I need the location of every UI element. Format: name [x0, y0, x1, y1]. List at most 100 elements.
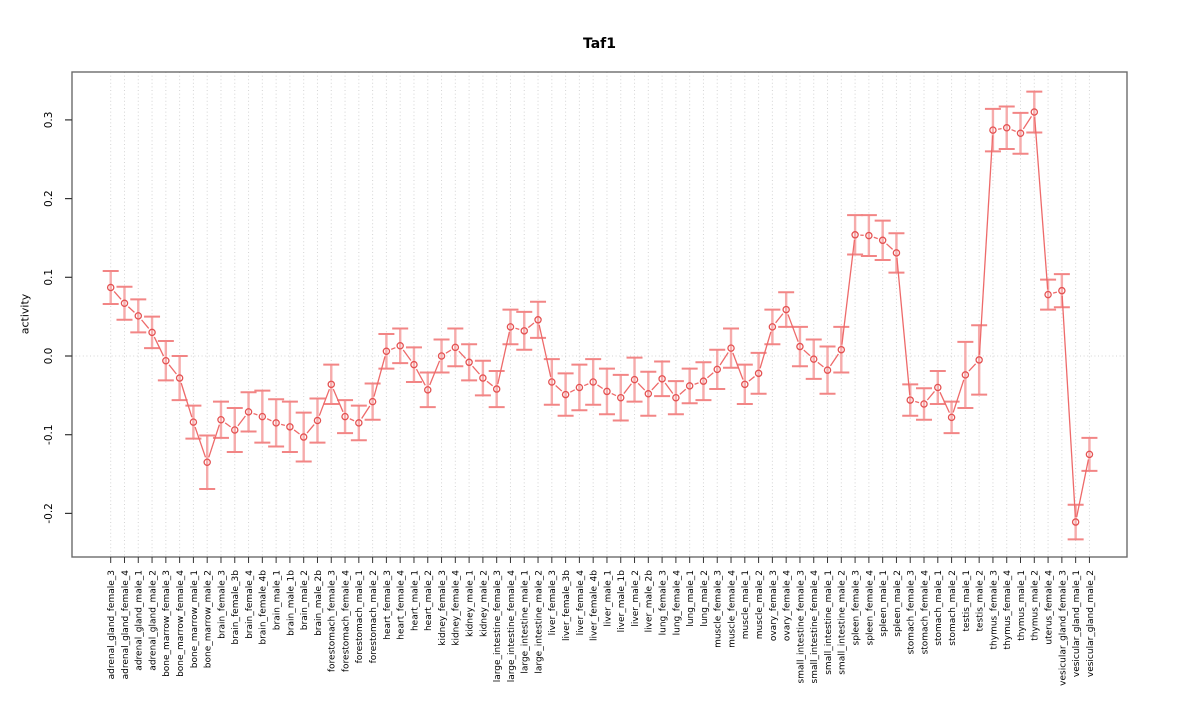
line-segment: [306, 424, 315, 434]
x-tick-label: forestomach_male_1: [355, 570, 365, 663]
line-segment: [915, 400, 920, 404]
data-point: [672, 393, 680, 402]
data-point: [851, 231, 859, 239]
data-point: [878, 236, 887, 245]
x-tick-label: kidney_female_4: [452, 570, 462, 646]
data-point: [589, 378, 597, 386]
data-point: [575, 383, 584, 392]
line-segment: [968, 363, 977, 372]
x-tick-label: liver_male_1b: [617, 570, 627, 633]
line-segment: [208, 424, 220, 458]
x-tick-label: vesicular_gland_female_3: [1058, 570, 1068, 686]
y-tick-label: 0.0: [43, 348, 55, 365]
line-segment: [886, 243, 894, 250]
x-tick-label: liver_female_4: [576, 570, 586, 636]
x-tick-label: liver_female_3: [548, 570, 558, 635]
x-tick-label: muscle_female_3: [714, 570, 724, 648]
data-point: [175, 374, 184, 382]
x-tick-label: large_intestine_male_2: [534, 570, 544, 674]
line-segment: [361, 405, 371, 419]
y-tick-label: 0.1: [43, 269, 55, 286]
x-tick-label: bone_marrow_female_3: [162, 570, 172, 677]
x-tick-label: stomach_female_3: [907, 570, 917, 654]
line-segment: [141, 319, 150, 329]
x-tick-label: small_intestine_female_3: [796, 570, 806, 683]
data-point: [796, 342, 804, 351]
data-point: [189, 418, 198, 426]
data-point: [644, 390, 653, 398]
x-tick-label: lung_male_1: [686, 570, 696, 627]
line-segment: [664, 382, 674, 394]
data-point: [148, 328, 156, 337]
line-segment: [1052, 291, 1058, 294]
y-tick-label: 0.3: [43, 112, 55, 129]
x-tick-label: kidney_male_2: [479, 570, 489, 637]
line-segment: [841, 239, 856, 345]
data-point: [244, 408, 253, 416]
x-tick-label: spleen_male_1: [879, 570, 889, 637]
line-segment: [583, 383, 589, 387]
data-point: [892, 249, 901, 257]
line-segment: [280, 423, 286, 427]
x-tick-label: spleen_male_2: [893, 570, 903, 637]
x-tick-label: spleen_female_4: [865, 570, 875, 646]
x-tick-label: kidney_male_1: [466, 570, 476, 637]
data-point: [823, 366, 832, 374]
line-segment: [719, 352, 729, 366]
line-segment: [415, 368, 426, 386]
x-tick-label: forestomach_female_3: [328, 570, 338, 672]
data-point: [382, 347, 391, 356]
line-segment: [637, 382, 646, 391]
x-tick-label: liver_female_4b: [590, 570, 600, 641]
x-tick-label: liver_male_2b: [645, 570, 655, 633]
x-tick-label: muscle_female_4: [727, 570, 737, 648]
x-tick-label: testis_male_2: [976, 570, 986, 632]
y-tick-label: 0.2: [43, 190, 55, 207]
data-point: [520, 327, 529, 335]
x-tick-label: large_intestine_female_4: [507, 570, 517, 683]
data-point: [410, 360, 418, 369]
x-tick-label: thymus_female_4: [1003, 570, 1013, 650]
data-point: [1044, 290, 1052, 299]
line-segment: [332, 388, 344, 413]
data-point: [1002, 124, 1011, 132]
line-segment: [527, 322, 535, 329]
data-point: [106, 283, 115, 292]
x-tick-label: stomach_male_2: [948, 570, 958, 646]
line-segment: [153, 336, 165, 357]
data-point: [961, 371, 970, 379]
data-point: [162, 356, 170, 365]
line-segment: [194, 426, 207, 458]
data-point: [134, 312, 143, 320]
line-segment: [952, 379, 965, 413]
x-tick-label: vesicular_gland_male_2: [1086, 570, 1096, 677]
x-tick-label: brain_female_3: [217, 570, 227, 639]
x-tick-label: bone_marrow_male_1: [190, 570, 200, 668]
line-segment: [390, 347, 396, 350]
x-tick-label: lung_female_4: [672, 570, 682, 636]
x-tick-label: adrenal_gland_female_3: [107, 570, 117, 679]
x-tick-label: heart_male_2: [424, 570, 434, 631]
data-point: [630, 375, 639, 384]
data-point: [299, 433, 308, 441]
line-segment: [237, 415, 246, 427]
data-point: [534, 316, 542, 324]
line-segment: [978, 135, 994, 355]
x-tick-label: ovary_female_4: [783, 570, 793, 641]
line-segment: [597, 384, 604, 390]
line-segment: [224, 422, 231, 428]
data-point: [506, 323, 515, 331]
data-point: [658, 375, 666, 383]
data-point: [313, 416, 322, 425]
data-point: [975, 356, 983, 364]
line-segment: [402, 349, 412, 361]
line-segment: [429, 360, 441, 386]
data-point: [865, 231, 873, 240]
line-segment: [611, 392, 617, 397]
x-tick-label: brain_female_4: [245, 570, 255, 639]
x-tick-label: small_intestine_male_2: [838, 570, 848, 675]
line-segment: [926, 391, 935, 401]
line-segment: [623, 383, 632, 394]
data-point: [1071, 518, 1080, 526]
